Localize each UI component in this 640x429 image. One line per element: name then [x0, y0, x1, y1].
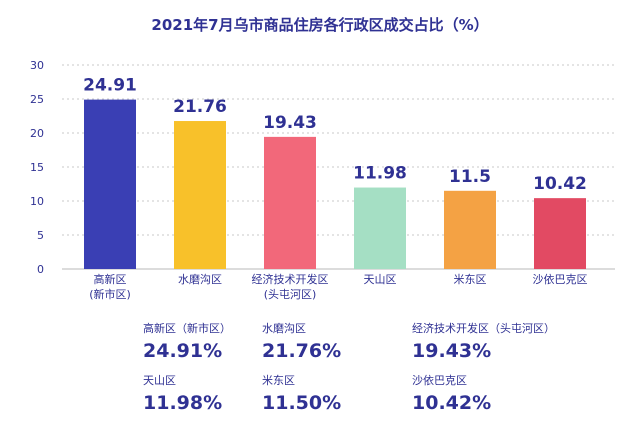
bar — [264, 136, 316, 269]
bar — [534, 198, 586, 269]
stat-name: 天山区 — [143, 374, 176, 387]
y-tick-label: 5 — [37, 229, 44, 242]
x-tick-label: (新市区) — [89, 287, 131, 301]
x-tick-label: 沙依巴克区 — [533, 273, 588, 286]
x-tick-label: 米东区 — [454, 273, 487, 286]
stat-name: 经济技术开发区（头屯河区） — [412, 322, 555, 335]
data-label: 21.76 — [173, 97, 227, 117]
stat-value: 19.43% — [412, 340, 492, 362]
data-label: 10.42 — [533, 174, 587, 194]
data-label: 11.5 — [449, 167, 491, 187]
bar — [444, 190, 496, 269]
stat-name: 米东区 — [262, 374, 295, 387]
stat-value: 24.91% — [143, 340, 223, 362]
chart-title: 2021年7月乌市商品住房各行政区成交占比（%） — [151, 16, 489, 34]
stat-name: 沙依巴克区 — [412, 374, 467, 387]
stat-value: 10.42% — [412, 392, 492, 414]
bar — [354, 187, 406, 269]
x-tick-label: 水磨沟区 — [178, 273, 222, 286]
stat-value: 21.76% — [262, 340, 342, 362]
stat-name: 高新区（新市区） — [143, 322, 231, 335]
x-tick-label: 经济技术开发区 — [252, 272, 329, 286]
y-tick-label: 10 — [30, 195, 44, 208]
y-tick-label: 15 — [30, 161, 44, 174]
bar-chart: 0 5 10 15 20 25 30 24.91 高新区(新市区) 21.76 水磨沟区 19.43 经… — [30, 59, 615, 301]
data-label: 19.43 — [263, 113, 317, 133]
x-tick-label: (头屯河区) — [264, 288, 317, 301]
stat-value: 11.50% — [262, 392, 342, 414]
x-tick-label: 天山区 — [364, 273, 397, 286]
stat-name: 水磨沟区 — [262, 322, 306, 335]
bar — [84, 99, 136, 269]
bar — [174, 121, 226, 269]
data-label: 11.98 — [353, 164, 407, 184]
stat-value: 11.98% — [143, 392, 223, 414]
y-tick-label: 30 — [30, 59, 44, 72]
x-tick-label: 高新区 — [94, 272, 127, 286]
y-tick-label: 25 — [30, 93, 44, 106]
y-tick-label: 0 — [37, 263, 44, 276]
y-tick-label: 20 — [30, 127, 44, 140]
data-label: 24.91 — [83, 76, 137, 96]
